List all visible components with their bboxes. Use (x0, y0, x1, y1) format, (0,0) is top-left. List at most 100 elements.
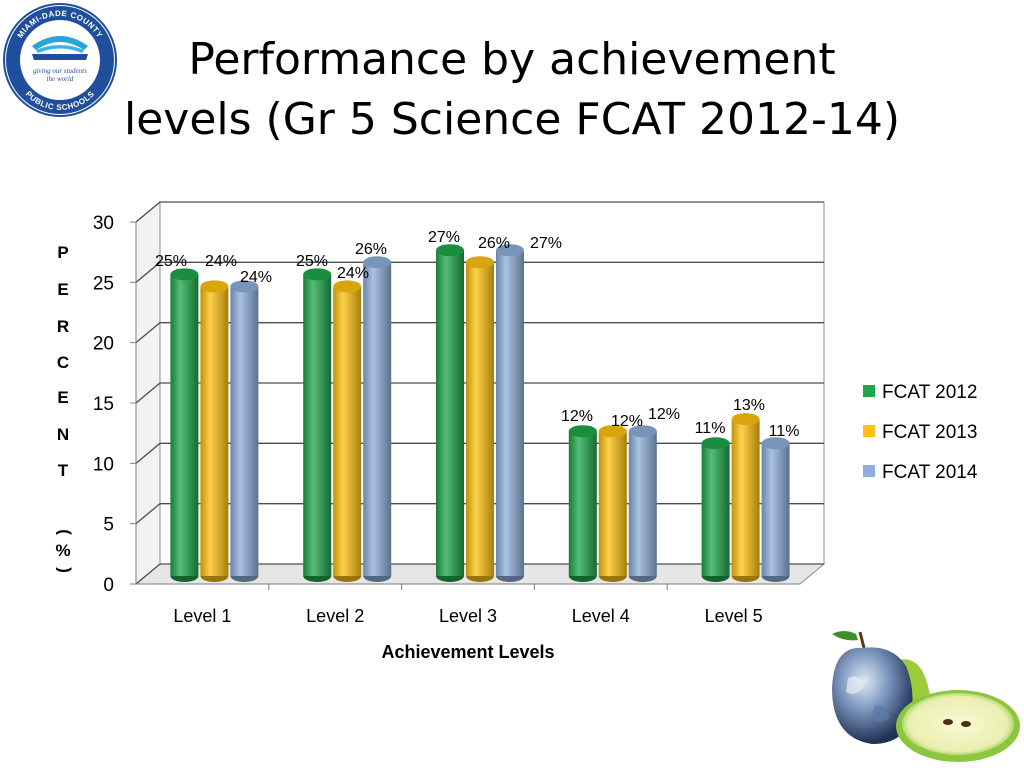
logo-tagline-1: giving our students (33, 67, 87, 75)
legend-label: FCAT 2013 (882, 422, 977, 443)
gridline (135, 382, 824, 404)
school-district-logo: MIAMI-DADE COUNTY PUBLIC SCHOOLS giving … (3, 3, 117, 117)
bar (628, 425, 657, 582)
gridline (135, 261, 824, 283)
bar-top (363, 256, 392, 269)
data-label: 11% (769, 423, 800, 440)
bar-top (761, 437, 790, 450)
y-tick-label: 0 (103, 575, 114, 596)
x-category-label: Level 5 (705, 606, 763, 626)
y-axis-label-letter: R (56, 317, 70, 336)
bar-body (466, 262, 494, 576)
bar (363, 256, 392, 582)
data-label: 25% (296, 253, 328, 270)
x-category-label: Level 3 (439, 606, 497, 626)
data-label: 24% (205, 253, 237, 270)
bar-top (303, 268, 332, 281)
bar (701, 437, 730, 582)
data-label: 12% (648, 406, 680, 423)
bar (230, 280, 259, 582)
bar-body (761, 443, 790, 576)
x-category-label: Level 4 (572, 606, 630, 626)
y-axis-label-letter: T (57, 461, 69, 480)
bar-top (436, 244, 464, 257)
bar (731, 413, 760, 582)
bar-top (200, 280, 229, 293)
gridline (135, 322, 824, 344)
bar-body (731, 419, 760, 576)
y-axis-label-letter: ) (53, 529, 72, 535)
legend-swatch (863, 465, 875, 477)
y-axis-label-letter: E (57, 388, 69, 407)
y-axis-label-letter: N (56, 425, 70, 444)
bar (436, 244, 464, 582)
legend-label: FCAT 2012 (882, 382, 977, 403)
bar-top (598, 425, 627, 438)
bar (568, 425, 597, 582)
bar-body (496, 250, 524, 576)
bar-body (363, 262, 392, 576)
y-axis-label-letter: % (55, 541, 71, 560)
slide-title: Performance by achievement levels (Gr 5 … (40, 30, 984, 150)
legend-item: FCAT 2012 (863, 382, 977, 403)
bar-top (230, 280, 259, 293)
legend-item: FCAT 2013 (863, 422, 977, 443)
legend-item: FCAT 2014 (863, 462, 978, 483)
bar (200, 280, 229, 582)
data-label: 24% (240, 269, 272, 286)
bar-body (170, 274, 199, 576)
globe-apple-image (832, 631, 1020, 762)
data-label: 27% (530, 235, 562, 252)
bar-body (568, 431, 597, 576)
y-tick-label: 10 (93, 454, 114, 475)
legend-label: FCAT 2014 (882, 462, 978, 483)
data-label: 26% (355, 241, 387, 258)
data-label: 26% (478, 235, 510, 252)
bar-body (200, 286, 229, 576)
bar-top (466, 256, 494, 269)
bar-top (496, 244, 524, 257)
y-axis-label-letter: E (57, 280, 69, 299)
x-category-label: Level 1 (173, 606, 231, 626)
bar-top (170, 268, 199, 281)
bar-body (230, 286, 259, 576)
y-axis-label-letter: C (56, 353, 70, 372)
bar-body (598, 431, 627, 576)
bar-top (568, 425, 597, 438)
gridline (135, 201, 824, 223)
y-tick-label: 25 (93, 273, 114, 294)
data-label: 12% (561, 408, 593, 425)
bar-body (701, 443, 730, 576)
data-label: 25% (155, 253, 187, 270)
legend-swatch (863, 385, 875, 397)
bar (598, 425, 627, 582)
data-label: 13% (733, 397, 765, 414)
data-label: 27% (428, 229, 460, 246)
bar (333, 280, 362, 582)
logo-tagline-2: the world (47, 75, 74, 83)
bar (496, 244, 524, 582)
bar-top (628, 425, 657, 438)
bar (466, 256, 494, 582)
legend-swatch (863, 425, 875, 437)
x-category-label: Level 2 (306, 606, 364, 626)
y-axis-label-letter: P (57, 243, 69, 262)
bar-body (333, 286, 362, 576)
bar-body (436, 250, 464, 576)
x-axis-title: Achievement Levels (381, 642, 554, 662)
bar-top (731, 413, 760, 426)
data-label: 12% (611, 413, 643, 430)
bar-top (701, 437, 730, 450)
y-tick-label: 15 (93, 394, 114, 415)
y-tick-label: 30 (93, 213, 114, 234)
bar-top (333, 280, 362, 293)
bar-body (628, 431, 657, 576)
data-label: 24% (337, 265, 369, 282)
title-line-1: Performance by achievement (188, 34, 836, 85)
bar (170, 268, 199, 582)
y-tick-label: 20 (93, 334, 114, 355)
bar (303, 268, 332, 582)
data-label: 11% (695, 420, 726, 437)
bar (761, 437, 790, 582)
